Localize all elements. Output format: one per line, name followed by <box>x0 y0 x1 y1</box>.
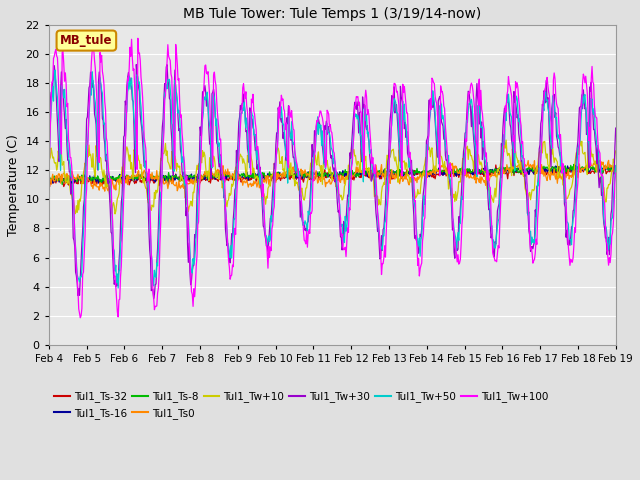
Tul1_Tw+10 <box>45 160 52 166</box>
Tul1_Tw+100 <box>203 70 211 76</box>
Tul1_Tw+100 <box>76 315 84 321</box>
Tul1_Ts-16 <box>172 172 180 178</box>
Tul1_Ts-8 <box>172 172 180 178</box>
Tul1_Tw+50 <box>51 67 59 73</box>
Tul1_Ts0 <box>605 157 612 163</box>
Tul1_Ts0 <box>612 171 620 177</box>
Tul1_Ts-8 <box>586 161 593 167</box>
Tul1_Ts-16 <box>402 170 410 176</box>
Tul1_Ts-32 <box>419 168 426 174</box>
Line: Tul1_Ts-8: Tul1_Ts-8 <box>49 164 616 184</box>
Tul1_Tw+10 <box>71 211 79 217</box>
Line: Tul1_Ts-32: Tul1_Ts-32 <box>49 165 616 187</box>
Tul1_Tw+50 <box>56 145 63 151</box>
Tul1_Tw+30 <box>403 129 411 134</box>
Tul1_Tw+10 <box>202 164 209 170</box>
Tul1_Ts-16 <box>419 172 426 178</box>
Tul1_Ts-8 <box>612 166 620 172</box>
Tul1_Tw+50 <box>403 132 411 138</box>
Tul1_Ts-8 <box>58 181 66 187</box>
Tul1_Tw+30 <box>173 90 180 96</box>
Line: Tul1_Tw+10: Tul1_Tw+10 <box>49 140 616 214</box>
Tul1_Tw+50 <box>45 160 52 166</box>
Tul1_Ts-8 <box>419 168 426 174</box>
Tul1_Ts-16 <box>55 179 63 185</box>
Tul1_Tw+50 <box>173 93 180 98</box>
Tul1_Tw+10 <box>612 148 620 154</box>
Tul1_Ts0 <box>202 171 209 177</box>
Tul1_Tw+30 <box>55 158 63 164</box>
Tul1_Tw+10 <box>419 173 426 179</box>
Tul1_Tw+100 <box>134 36 141 41</box>
Tul1_Tw+10 <box>55 154 63 160</box>
Tul1_Tw+50 <box>612 163 620 169</box>
Tul1_Tw+30 <box>132 61 140 67</box>
Tul1_Tw+30 <box>150 296 157 301</box>
Tul1_Tw+100 <box>45 169 52 175</box>
Tul1_Ts0 <box>402 170 410 176</box>
Tul1_Tw+30 <box>203 103 211 109</box>
Tul1_Ts0 <box>172 183 180 189</box>
Tul1_Tw+50 <box>115 285 122 291</box>
Tul1_Tw+10 <box>502 137 510 143</box>
Tul1_Ts0 <box>45 181 52 187</box>
Tul1_Ts-32 <box>172 171 180 177</box>
Tul1_Ts-8 <box>55 177 63 183</box>
Tul1_Tw+100 <box>612 170 620 176</box>
Legend: Tul1_Ts-32, Tul1_Ts-16, Tul1_Ts-8, Tul1_Ts0, Tul1_Tw+10, Tul1_Tw+30, Tul1_Tw+50,: Tul1_Ts-32, Tul1_Ts-16, Tul1_Ts-8, Tul1_… <box>54 392 548 419</box>
Tul1_Ts-16 <box>108 182 115 188</box>
Tul1_Ts-16 <box>115 178 122 183</box>
Tul1_Tw+100 <box>173 50 180 56</box>
Text: MB_tule: MB_tule <box>60 34 113 47</box>
Tul1_Tw+30 <box>45 134 52 140</box>
Tul1_Tw+10 <box>402 160 410 166</box>
Tul1_Ts-16 <box>612 166 620 171</box>
Tul1_Tw+30 <box>612 125 620 131</box>
Tul1_Ts0 <box>419 170 426 176</box>
Tul1_Ts-8 <box>115 177 122 183</box>
Tul1_Ts-32 <box>202 178 209 183</box>
Y-axis label: Temperature (C): Temperature (C) <box>7 134 20 236</box>
Title: MB Tule Tower: Tule Temps 1 (3/19/14-now): MB Tule Tower: Tule Temps 1 (3/19/14-now… <box>183 7 481 21</box>
Line: Tul1_Tw+50: Tul1_Tw+50 <box>49 70 616 288</box>
Tul1_Tw+100 <box>403 110 411 116</box>
Tul1_Ts-32 <box>56 176 63 182</box>
Line: Tul1_Ts-16: Tul1_Ts-16 <box>49 166 616 185</box>
Line: Tul1_Ts0: Tul1_Ts0 <box>49 160 616 191</box>
Tul1_Ts-16 <box>45 177 52 182</box>
Tul1_Tw+100 <box>115 314 122 320</box>
Tul1_Tw+30 <box>419 191 427 196</box>
Tul1_Tw+10 <box>172 157 180 163</box>
Tul1_Ts-32 <box>595 162 602 168</box>
Tul1_Tw+50 <box>115 268 123 274</box>
Tul1_Ts0 <box>101 188 109 194</box>
Tul1_Ts-32 <box>115 179 122 185</box>
Tul1_Ts0 <box>55 171 63 177</box>
Tul1_Ts-32 <box>45 180 52 186</box>
Tul1_Tw+50 <box>419 213 427 219</box>
Tul1_Ts-8 <box>402 170 410 176</box>
Tul1_Tw+100 <box>419 232 427 238</box>
Tul1_Tw+30 <box>113 280 121 286</box>
Tul1_Ts-32 <box>612 165 620 170</box>
Tul1_Ts-16 <box>202 172 209 178</box>
Line: Tul1_Tw+30: Tul1_Tw+30 <box>49 64 616 299</box>
Tul1_Ts0 <box>115 176 122 182</box>
Tul1_Ts-8 <box>202 173 209 179</box>
Line: Tul1_Tw+100: Tul1_Tw+100 <box>49 38 616 318</box>
Tul1_Ts-32 <box>402 171 410 177</box>
Tul1_Tw+10 <box>115 194 122 200</box>
Tul1_Ts-8 <box>45 176 52 181</box>
Tul1_Tw+50 <box>203 92 211 97</box>
Tul1_Ts-32 <box>45 184 53 190</box>
Tul1_Tw+100 <box>55 93 63 99</box>
Tul1_Ts-16 <box>606 163 614 168</box>
